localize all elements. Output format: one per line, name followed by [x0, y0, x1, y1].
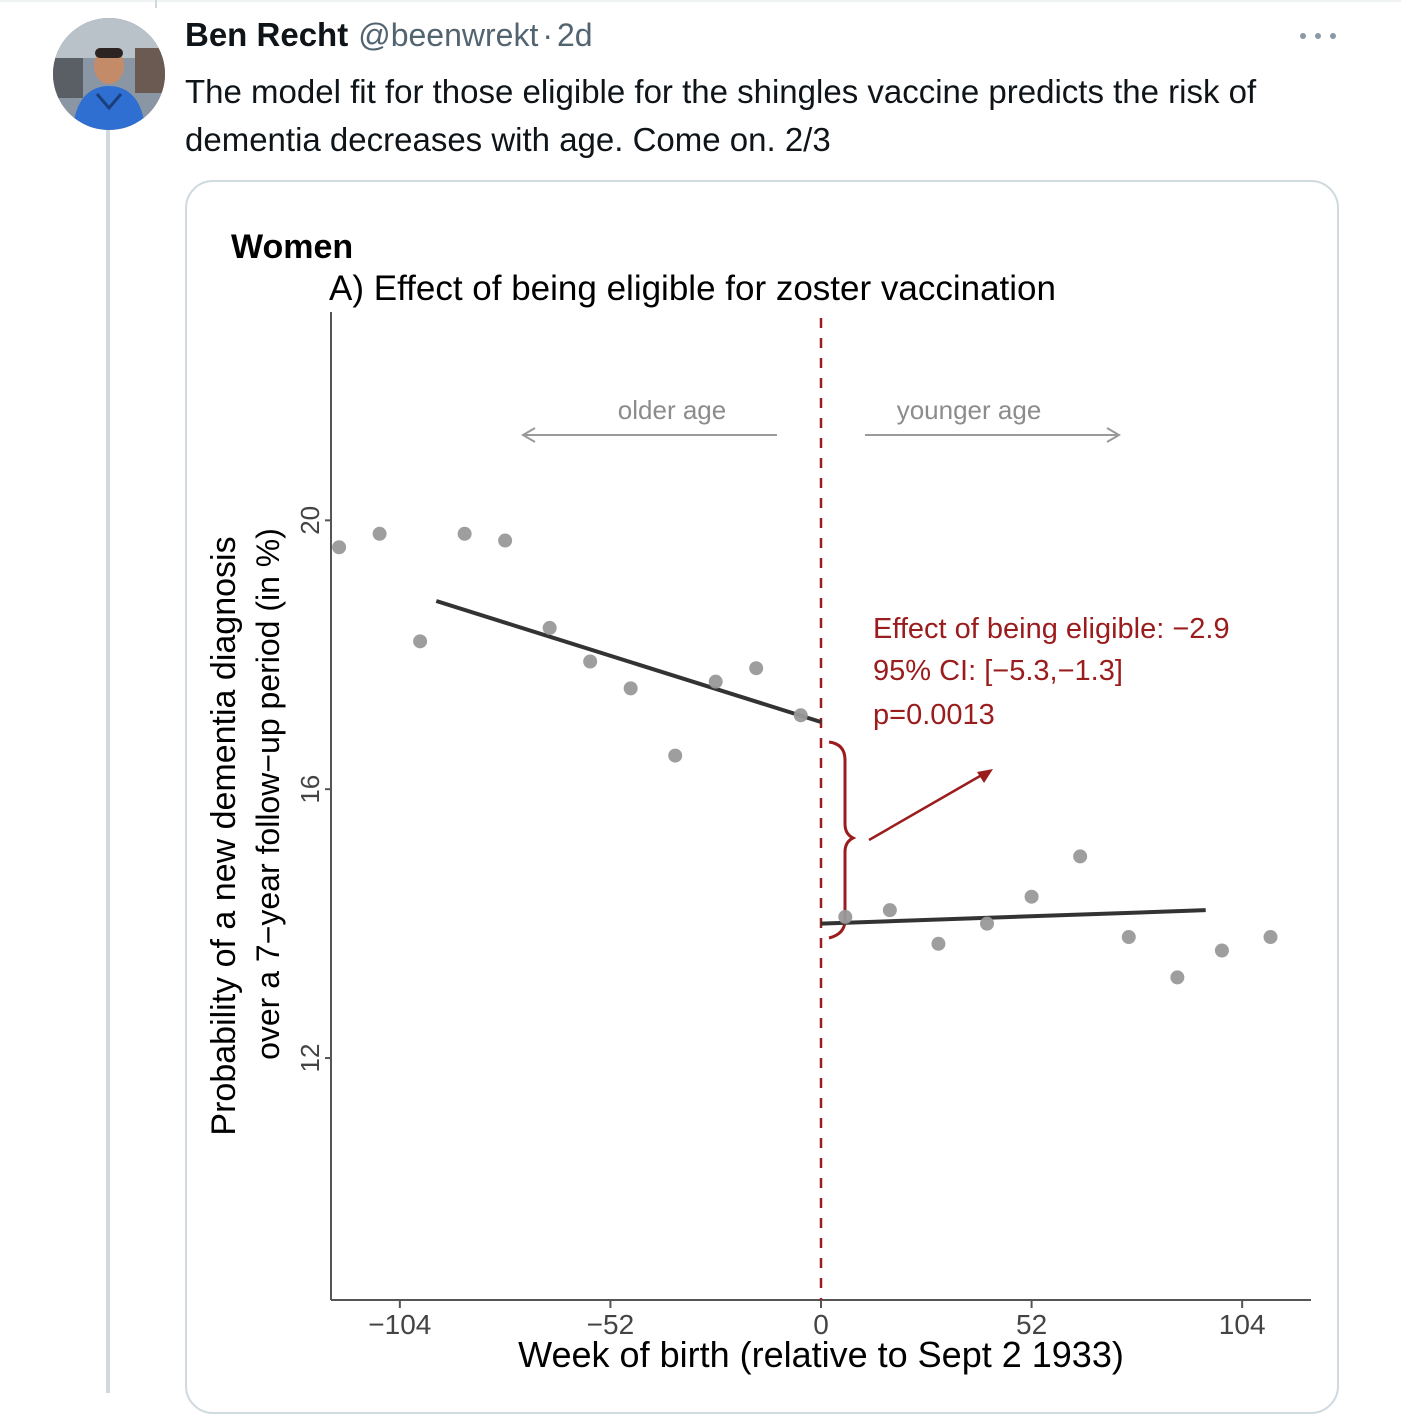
data-point — [413, 634, 428, 649]
data-point — [372, 526, 387, 541]
fit-line — [820, 908, 1206, 926]
data-point — [882, 903, 897, 918]
effect-brace-icon — [828, 740, 857, 940]
data-point — [1263, 930, 1278, 945]
fit-line — [435, 599, 822, 724]
tweet-text: The model fit for those eligible for the… — [185, 73, 1257, 158]
effect-annotation-line3: p=0.0013 — [873, 699, 995, 731]
data-point — [457, 526, 472, 541]
y-tick-label: 16 — [295, 775, 325, 804]
more-horizontal-icon — [1330, 33, 1336, 39]
thread-line — [106, 130, 110, 1393]
older-age-arrow-icon — [521, 427, 777, 443]
more-horizontal-icon — [1315, 33, 1321, 39]
data-point — [332, 540, 347, 555]
x-tick-label: 0 — [813, 1309, 829, 1340]
user-avatar-photo-icon — [53, 18, 165, 130]
y-tick-label: 12 — [295, 1044, 325, 1073]
data-point — [980, 916, 995, 931]
younger-age-label: younger age — [897, 395, 1042, 425]
author-handle[interactable]: @beenwrekt — [358, 17, 539, 53]
thread-connector-top — [155, 0, 157, 8]
data-point — [838, 909, 853, 924]
x-tick-label: 52 — [1016, 1309, 1047, 1340]
y-tick-label: 20 — [295, 506, 325, 535]
tweet-header: Ben Recht @beenwrekt · 2d — [185, 16, 593, 56]
data-point — [1073, 849, 1088, 864]
tweet-timestamp[interactable]: 2d — [556, 17, 593, 53]
effect-annotation-line2: 95% CI: [−5.3,−1.3] — [873, 655, 1123, 687]
chart-panel-title: Women — [231, 228, 353, 266]
chart-title: A) Effect of being eligible for zoster v… — [329, 269, 1056, 308]
younger-age-arrow-icon — [865, 427, 1121, 443]
data-point — [623, 681, 638, 696]
x-tick-label: −104 — [368, 1309, 431, 1340]
top-divider — [0, 0, 1401, 2]
effect-annotation-line1: Effect of being eligible: −2.9 — [873, 613, 1230, 645]
chart-figure: Women A) Effect of being eligible for zo… — [205, 228, 1311, 1375]
x-axis-label: Week of birth (relative to Sept 2 1933) — [518, 1334, 1124, 1375]
data-point — [542, 620, 557, 635]
x-tick-label: −52 — [587, 1309, 635, 1340]
data-point — [793, 708, 808, 723]
data-point — [931, 936, 946, 951]
data-point — [1121, 930, 1136, 945]
data-point — [1170, 970, 1185, 985]
separator-dot: · — [542, 17, 553, 53]
tweet-media-card[interactable]: Women A) Effect of being eligible for zo… — [185, 180, 1339, 1414]
data-point — [668, 748, 683, 763]
data-point — [749, 661, 764, 676]
data-point — [498, 533, 513, 548]
y-axis-label-line1: Probability of a new dementia diagnosis — [205, 536, 243, 1135]
more-options-button[interactable] — [1300, 22, 1336, 50]
more-horizontal-icon — [1300, 33, 1306, 39]
data-point — [1214, 943, 1229, 958]
avatar[interactable] — [53, 18, 165, 130]
x-tick-label: 104 — [1219, 1309, 1266, 1340]
author-name[interactable]: Ben Recht — [185, 16, 349, 53]
older-age-label: older age — [618, 395, 726, 425]
data-point — [1024, 889, 1039, 904]
data-point — [583, 654, 598, 669]
chart-marks: −104 −52 0 52 104 20 16 12 — [295, 312, 1311, 1340]
y-axis-label-line2: over a 7−year follow−up period (in %) — [250, 528, 286, 1060]
data-point — [708, 674, 723, 689]
effect-arrow-icon — [868, 769, 993, 842]
